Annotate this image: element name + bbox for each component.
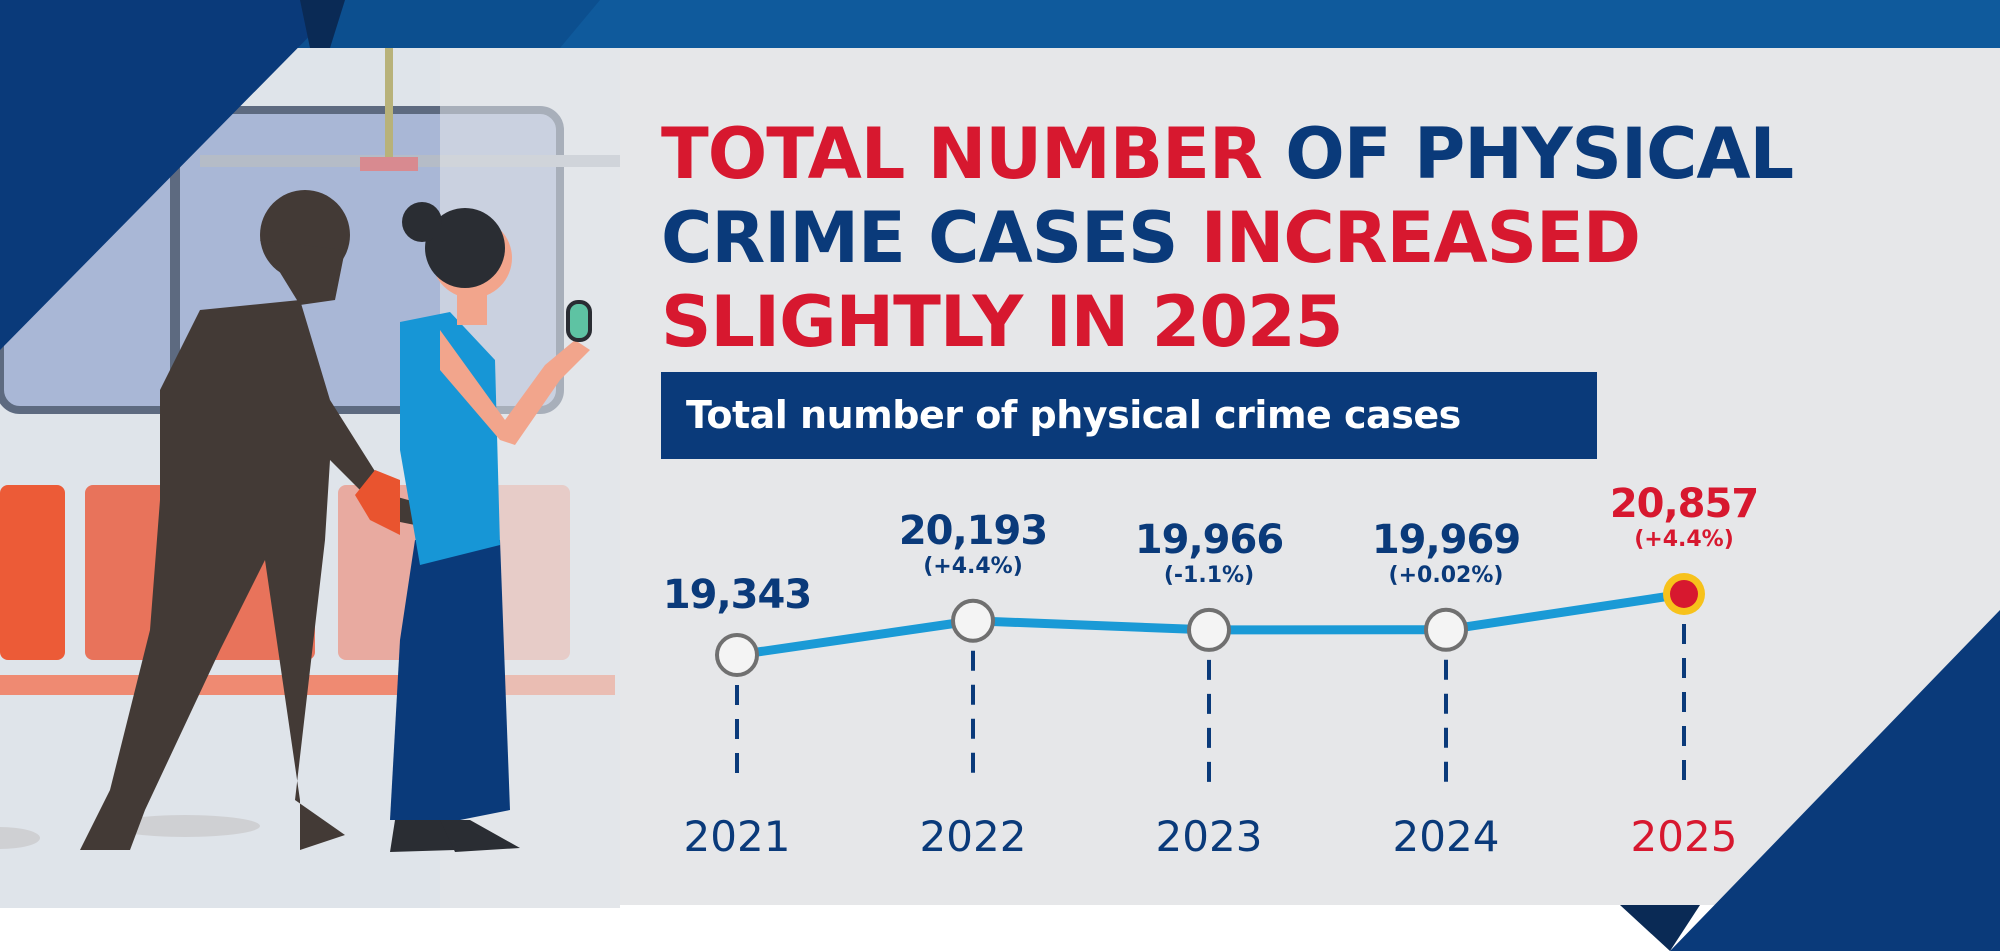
value-label: 19,343: [662, 572, 812, 618]
value-label: 20,193 (+4.4%): [898, 507, 1048, 581]
change-label: (+4.4%): [923, 553, 1023, 579]
value-label: 20,857 (+4.4%): [1609, 480, 1759, 554]
value-number: 20,857: [1609, 480, 1759, 527]
phone: [566, 300, 592, 342]
series-segment: [736, 616, 974, 660]
train-seat: [0, 485, 65, 660]
change-label: (+4.4%): [1634, 526, 1734, 552]
headline-part: CRIME CASES: [661, 197, 1178, 279]
value-number: 19,343: [662, 572, 812, 618]
headline-part: SLIGHTLY IN 2025: [661, 281, 1343, 363]
data-point: [715, 633, 759, 677]
headline-part: OF PHYSICAL: [1285, 113, 1794, 195]
series-segment: [972, 616, 1210, 635]
data-point: [1187, 607, 1231, 652]
value-label: 19,969 (+0.02%): [1371, 516, 1521, 590]
data-point: [1670, 579, 1698, 608]
headline-part: TOTAL NUMBER: [661, 113, 1263, 195]
x-tick-label: 2025: [1630, 812, 1738, 861]
x-tick-label: 2023: [1155, 812, 1263, 861]
x-tick-label: 2024: [1392, 812, 1500, 861]
data-point: [951, 598, 995, 643]
value-label: 19,966 (-1.1%): [1134, 516, 1284, 590]
corner-triangle: [1670, 610, 2000, 951]
value-number: 19,969: [1371, 516, 1521, 563]
headline: TOTAL NUMBER OF PHYSICAL CRIME CASES INC…: [661, 112, 1794, 364]
thief-figure: [80, 190, 445, 850]
headline-part: INCREASED: [1200, 197, 1641, 279]
x-tick-label: 2022: [919, 812, 1027, 861]
corner-triangle: [0, 0, 345, 350]
x-tick-label: 2021: [683, 812, 791, 861]
change-label: (-1.1%): [1163, 562, 1255, 588]
value-number: 19,966: [1134, 516, 1284, 563]
series-segment: [1445, 589, 1685, 635]
woman-figure: [355, 202, 592, 852]
chart-title: Total number of physical crime cases: [661, 372, 1597, 459]
value-number: 20,193: [898, 507, 1048, 554]
change-label: (+0.02%): [1388, 562, 1504, 588]
data-point: [1424, 607, 1468, 652]
